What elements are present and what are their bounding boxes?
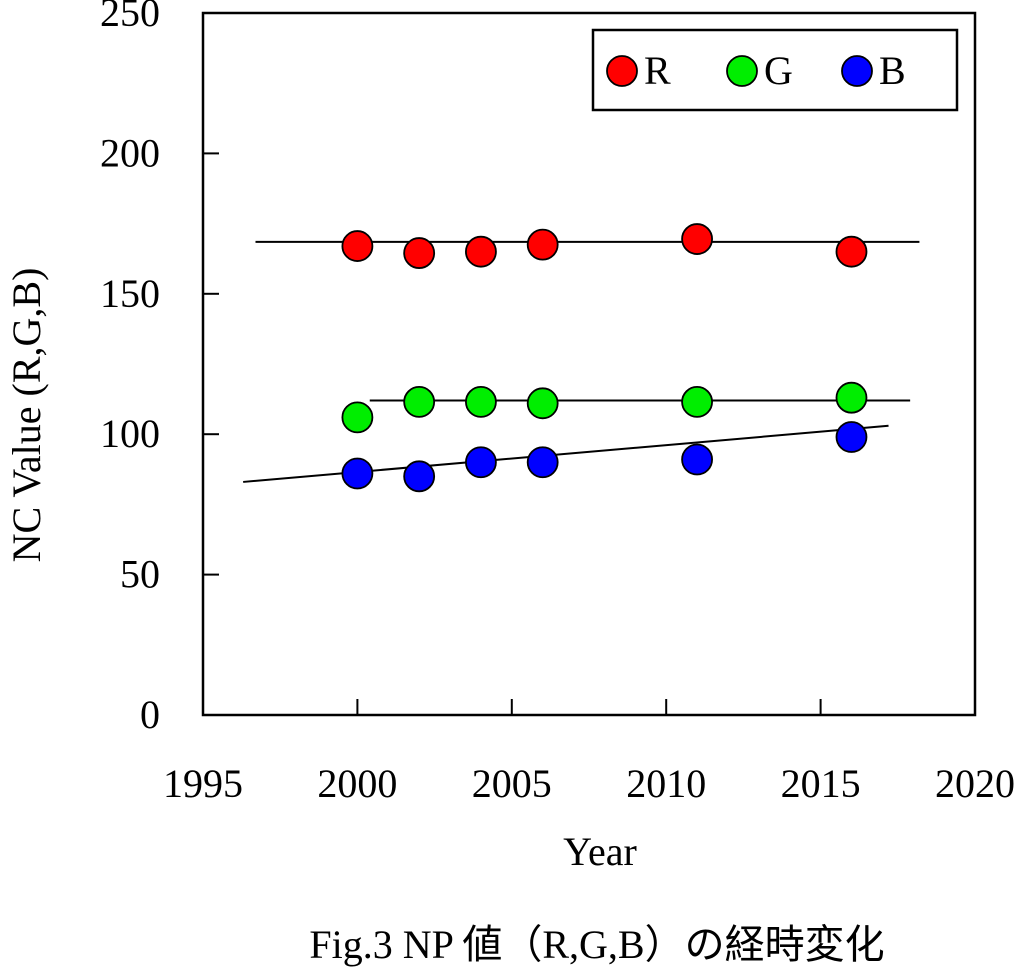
- point-b: [403, 460, 436, 493]
- point-r: [403, 237, 436, 269]
- x-axis: 1995 2000 2005 2010 2015 2020: [163, 699, 1015, 806]
- point-g: [526, 387, 559, 420]
- figure-caption: Fig.3 NP 値（R,G,B）の経時変化: [309, 922, 885, 967]
- point-r: [465, 235, 497, 268]
- legend-label-r: R: [644, 48, 671, 93]
- plot-frame: [201, 11, 977, 717]
- legend-marker-r: [606, 55, 638, 87]
- x-tick-label: 2015: [781, 761, 861, 806]
- point-b: [681, 443, 713, 476]
- plot-area: [201, 11, 977, 717]
- data-points: [341, 223, 868, 493]
- point-b: [526, 446, 559, 479]
- y-tick-label: 0: [140, 692, 160, 737]
- chart: 0 50 100 150 200 250 1995 2000 2005 2010 2015 2020…: [4, 0, 1015, 874]
- legend-label-g: G: [764, 48, 793, 93]
- x-tick-label: 1995: [163, 761, 243, 806]
- y-tick-label: 150: [100, 271, 160, 316]
- y-tick-label: 100: [100, 411, 160, 456]
- trend-line-b: [243, 424, 889, 483]
- point-g: [403, 386, 436, 418]
- point-b: [341, 457, 374, 490]
- x-tick-label: 2020: [935, 761, 1015, 806]
- point-g: [835, 381, 868, 414]
- point-r: [526, 228, 559, 261]
- point-r: [681, 223, 713, 255]
- x-tick-label: 2010: [626, 761, 706, 806]
- point-b: [465, 446, 497, 479]
- point-b: [835, 421, 868, 453]
- point-g: [341, 401, 374, 434]
- x-tick-label: 2000: [317, 761, 397, 806]
- y-tick-label: 200: [100, 130, 160, 175]
- trend-lines: [243, 240, 920, 483]
- y-axis-label: NC Value (R,G,B): [4, 268, 49, 563]
- point-r: [835, 235, 868, 268]
- legend-label-b: B: [879, 48, 906, 93]
- point-r: [341, 230, 374, 262]
- legend-marker-g: [726, 55, 758, 87]
- y-tick-label: 50: [120, 552, 160, 597]
- legend-marker-b: [841, 55, 873, 87]
- y-axis: 0 50 100 150 200 250: [100, 0, 219, 737]
- y-tick-label: 250: [100, 0, 160, 35]
- legend-box: [591, 28, 959, 112]
- x-axis-label: Year: [563, 829, 637, 874]
- x-tick-label: 2005: [472, 761, 552, 806]
- point-g: [681, 386, 713, 418]
- point-g: [465, 386, 497, 418]
